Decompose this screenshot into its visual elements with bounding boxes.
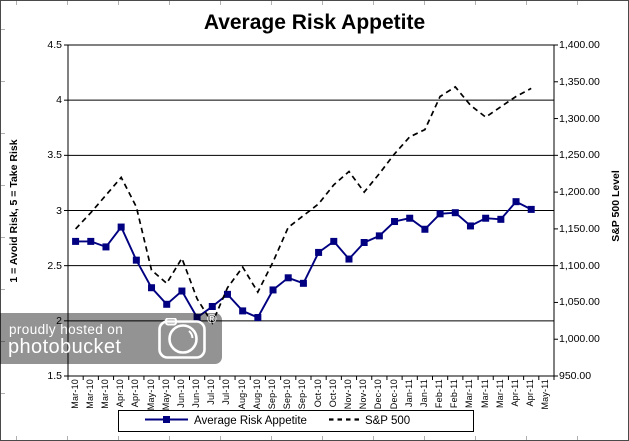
data-point-marker xyxy=(315,248,323,256)
series-s-p-500 xyxy=(74,85,532,325)
data-point-marker xyxy=(178,287,186,295)
right-axis-title: S&P 500 Level xyxy=(610,170,622,242)
legend-sample-sp500-dashed-line xyxy=(328,414,359,428)
right-axis-tick-label: 1,350.00 xyxy=(559,75,600,88)
right-axis-tick-label: 1,400.00 xyxy=(559,39,600,51)
data-point-marker xyxy=(254,314,262,322)
data-point-marker xyxy=(72,237,80,245)
x-axis-label: Mar-11 xyxy=(464,379,475,409)
data-point-marker xyxy=(132,256,140,264)
x-axis-label: Feb-11 xyxy=(434,379,445,409)
camera-icon xyxy=(158,317,207,364)
x-axis-label: Mar-10 xyxy=(69,379,80,409)
series-average-risk-appetite xyxy=(75,200,532,319)
x-axis-label: Jun-10 xyxy=(175,379,186,408)
x-axis-label: Jul-10 xyxy=(206,379,217,405)
legend-sample-risk-appetite-line xyxy=(145,414,188,428)
data-point-marker xyxy=(375,232,383,240)
x-axis-label: Jun-10 xyxy=(191,379,202,408)
data-point-marker xyxy=(345,255,353,263)
x-axis-label: May-11 xyxy=(540,379,551,410)
right-axis-tick-label: 1,150.00 xyxy=(559,222,600,235)
x-axis-label: Jan-11 xyxy=(418,379,429,408)
right-axis-tick-label: 1,250.00 xyxy=(559,149,600,162)
x-axis-label: Aug-10 xyxy=(236,379,247,410)
x-axis-label: Oct-10 xyxy=(327,379,338,408)
left-axis-title: 1 = Avoid Risk, 5 = Take Risk xyxy=(8,139,20,283)
x-axis-label: Apr-10 xyxy=(115,379,126,408)
left-axis-tick-label: 4 xyxy=(56,94,62,107)
data-point-marker xyxy=(269,286,277,294)
spreadsheet-gridline-ticks-bottom xyxy=(0,436,629,440)
chart-title: Average Risk Appetite xyxy=(203,11,426,34)
data-point-marker xyxy=(163,300,171,308)
registered-trademark-icon: ® xyxy=(207,311,217,326)
left-axis-tick-label: 2.5 xyxy=(47,259,62,272)
data-point-marker xyxy=(330,237,338,245)
data-point-marker xyxy=(223,290,231,298)
data-point-marker xyxy=(87,237,95,245)
right-axis-tick-label: 950.00 xyxy=(559,370,592,382)
x-axis-label: May-10 xyxy=(145,379,156,411)
x-axis-label: May-10 xyxy=(160,379,171,411)
right-axis-tick-label: 1,300.00 xyxy=(559,112,600,125)
data-point-marker xyxy=(497,215,505,223)
spreadsheet-gridline-ticks-left xyxy=(1,0,5,441)
x-axis-label: Dec-10 xyxy=(388,379,399,410)
data-point-marker xyxy=(208,302,216,310)
x-axis-label: Sep-10 xyxy=(282,379,293,410)
data-point-marker xyxy=(360,238,368,246)
x-axis-label: Apr-11 xyxy=(525,379,536,407)
data-point-marker xyxy=(299,279,307,287)
data-point-marker xyxy=(148,284,156,292)
x-axis-label: Oct-10 xyxy=(312,379,323,408)
x-axis-label: Aug-10 xyxy=(251,379,262,410)
right-axis-tick-label: 1,100.00 xyxy=(559,259,600,272)
data-point-marker xyxy=(117,223,125,231)
data-point-marker xyxy=(239,307,247,315)
right-axis-tick-label: 1,200.00 xyxy=(559,186,600,199)
legend: Average Risk Appetite S&P 500 xyxy=(118,410,474,432)
data-point-marker xyxy=(527,205,535,213)
right-axis-tick-label: 1,000.00 xyxy=(559,333,600,346)
x-axis-label: Apr-11 xyxy=(510,379,521,407)
data-point-marker xyxy=(391,218,399,226)
x-axis-label: Nov-10 xyxy=(358,379,369,410)
x-axis-label: Sep-10 xyxy=(297,379,308,410)
data-point-marker xyxy=(421,225,429,233)
data-point-marker xyxy=(482,214,490,222)
left-axis-tick-label: 3 xyxy=(56,204,62,217)
watermark-tagline: proudly hosted on xyxy=(9,322,124,337)
right-axis-tick-label: 1,050.00 xyxy=(559,296,600,309)
data-point-marker xyxy=(512,198,520,206)
x-axis-label: Mar-10 xyxy=(84,379,95,409)
x-axis-label: Jul-10 xyxy=(221,379,232,405)
data-point-marker xyxy=(436,210,444,218)
data-point-marker xyxy=(284,274,292,282)
x-axis-label: Feb-11 xyxy=(449,379,460,409)
data-point-marker xyxy=(451,209,459,217)
x-axis-label: Dec-10 xyxy=(373,379,384,410)
legend-label-sp500: S&P 500 xyxy=(364,415,411,427)
data-point-marker xyxy=(466,222,474,230)
legend-label-risk-appetite: Average Risk Appetite xyxy=(194,415,307,427)
photobucket-watermark: proudly hosted on photobucket ® xyxy=(0,311,230,364)
x-axis-label: Sep-10 xyxy=(267,379,278,410)
x-axis-label: Mar-10 xyxy=(99,379,110,409)
x-axis-label: Mar-11 xyxy=(494,379,505,409)
x-axis-label: Jan-11 xyxy=(403,379,414,408)
x-axis-label: Apr-10 xyxy=(130,379,141,408)
left-axis-tick-label: 4.5 xyxy=(47,39,62,51)
left-axis-tick-label: 3.5 xyxy=(47,149,62,162)
x-axis-label: Nov-10 xyxy=(342,379,353,410)
data-point-marker xyxy=(102,243,110,251)
left-axis-tick-label: 1.5 xyxy=(47,370,62,382)
x-axis-label: Mar-11 xyxy=(479,379,490,409)
photobucket-logo-text: photobucket xyxy=(8,336,122,358)
data-point-marker xyxy=(406,214,414,222)
spreadsheet-gridline-ticks-top xyxy=(0,1,629,5)
